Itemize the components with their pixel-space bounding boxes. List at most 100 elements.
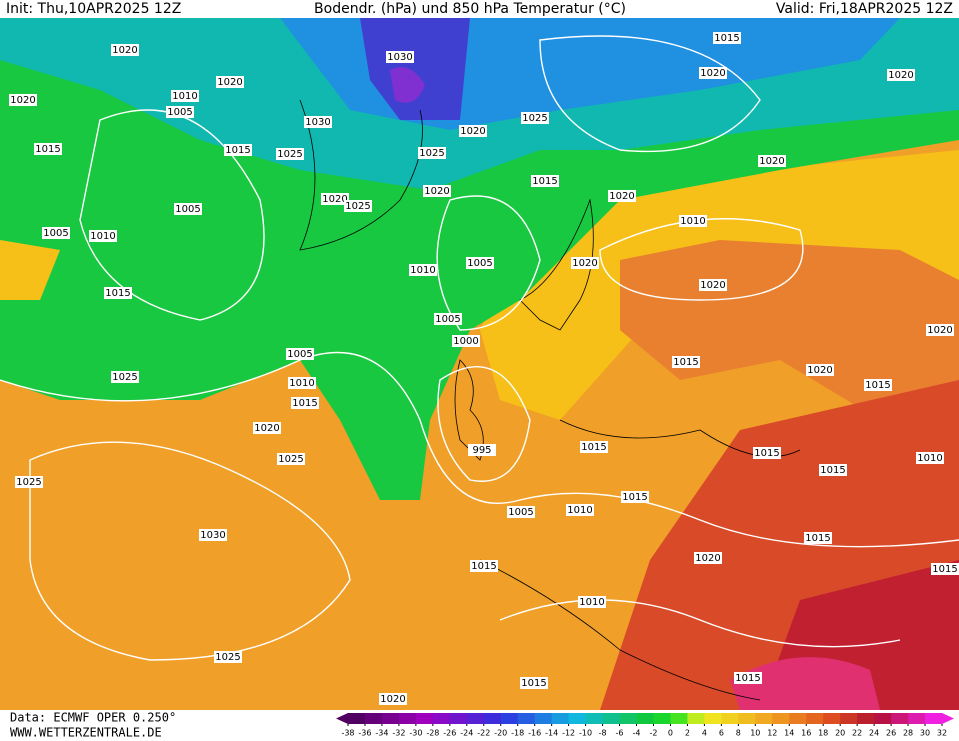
isobar-label-bg	[753, 447, 781, 459]
isobar-label-bg	[89, 230, 117, 242]
isobar-label-bg	[344, 200, 372, 212]
isobar-label-bg	[214, 651, 242, 663]
isobar-label-bg	[276, 148, 304, 160]
isobar-label-bg	[286, 348, 314, 360]
isobar-label-bg	[9, 94, 37, 106]
colorbar-arrow-high	[942, 713, 954, 724]
isobar-label: 1010	[579, 597, 604, 608]
field-magenta	[730, 657, 880, 710]
isobar-label: 1020	[927, 325, 952, 336]
colorbar-tick-label: -22	[477, 729, 490, 738]
colorbar-tick-label: -6	[616, 729, 624, 738]
isobar-label-bg	[571, 257, 599, 269]
isobar-label: 1015	[622, 492, 647, 503]
isobar-label-bg	[468, 444, 496, 456]
isobar-label-bg	[916, 452, 944, 464]
isobar-label-bg	[931, 563, 959, 575]
colorbar-tick-label: 10	[750, 729, 760, 738]
colorbar-segment	[398, 713, 417, 724]
colorbar-segment	[908, 713, 926, 724]
colorbar-segment	[823, 713, 841, 724]
colorbar-segment	[772, 713, 790, 724]
colorbar-tick-label: 14	[784, 729, 794, 738]
isobar-label-bg	[291, 397, 319, 409]
isobar-label-bg	[699, 279, 727, 291]
colorbar-segment	[500, 713, 519, 724]
isobar-label-bg	[379, 693, 407, 705]
data-source: Data: ECMWF OPER 0.250°	[10, 711, 176, 725]
colorbar-tick-label: 24	[869, 729, 879, 738]
isobar-label: 1010	[172, 91, 197, 102]
colorbar-tick-label: -32	[392, 729, 405, 738]
isobar-label: 1010	[289, 378, 314, 389]
colorbar-segment	[415, 713, 434, 724]
isobar-label-bg	[409, 264, 437, 276]
colorbar-segment	[925, 713, 943, 724]
colorbar-tick-label: -26	[443, 729, 456, 738]
isobar-label-bg	[423, 185, 451, 197]
isobar-line	[499, 599, 901, 648]
isobar-label: 1025	[16, 477, 41, 488]
colorbar-segment	[551, 713, 570, 724]
isobar-label-bg	[452, 335, 480, 347]
isobar-label-bg	[42, 227, 70, 239]
isobar-label: 1010	[917, 453, 942, 464]
colorbar-segment	[432, 713, 451, 724]
colorbar-tick-label: 0	[668, 729, 673, 738]
isobar-label: 1020	[700, 280, 725, 291]
colorbar-segment	[348, 713, 366, 724]
isobar-line	[539, 35, 761, 153]
colorbar-tick-label: -28	[426, 729, 439, 738]
isobar-label-bg	[679, 215, 707, 227]
isobar-label: 1015	[471, 561, 496, 572]
colorbar-segment	[636, 713, 654, 724]
isobar-label: 1000	[453, 336, 478, 347]
isobar-label: 1020	[112, 45, 137, 56]
isobar-label: 1005	[175, 204, 200, 215]
isobar-label: 1015	[532, 176, 557, 187]
isobar-label: 1005	[167, 107, 192, 118]
isobar-label-bg	[804, 532, 832, 544]
colorbar-tick-label: 20	[835, 729, 845, 738]
isobar-label: 1005	[508, 507, 533, 518]
isobar-label: 1025	[112, 372, 137, 383]
isobar-label-bg	[521, 112, 549, 124]
colorbar-segment	[891, 713, 909, 724]
isobar-label-bg	[520, 677, 548, 689]
colorbar-arrow-low	[336, 713, 348, 724]
valid-time: Valid: Fri,18APR2025 12Z	[776, 1, 953, 17]
colorbar-segment	[364, 713, 383, 724]
isobar-label: 1015	[714, 33, 739, 44]
isobar-line	[79, 109, 265, 321]
isobar-label-bg	[819, 464, 847, 476]
isobar-label: 1020	[460, 126, 485, 137]
isobar-label-bg	[15, 476, 43, 488]
colorbar-tick-label: -30	[409, 729, 422, 738]
isobar-label-bg	[216, 76, 244, 88]
colorbar-segment	[483, 713, 502, 724]
isobar-label-bg	[459, 125, 487, 137]
isobar-label-bg	[578, 596, 606, 608]
colorbar-segment	[840, 713, 858, 724]
colorbar-segment	[806, 713, 824, 724]
isobar-label: 1020	[254, 423, 279, 434]
colorbar-segment	[857, 713, 875, 724]
colorbar: -38 -36 -34 -32 -30 -28 -26 -24 -22 -20 -18 -16 -14-…	[336, 713, 954, 738]
isobar-label-bg	[111, 44, 139, 56]
isobar-label: 1005	[43, 228, 68, 239]
isobar-label: 1025	[522, 113, 547, 124]
colorbar-tick-label: -12	[562, 729, 575, 738]
colorbar-tick-label: 28	[903, 729, 913, 738]
isobar-label-bg	[608, 190, 636, 202]
colorbar-segment	[653, 713, 671, 724]
colorbar-segment	[619, 713, 638, 724]
colorbar-segment	[704, 713, 722, 724]
colorbar-tick-label: -8	[599, 729, 607, 738]
isobar-label: 1025	[419, 148, 444, 159]
colorbar-tick-label: -14	[545, 729, 558, 738]
colorbar-segment	[517, 713, 536, 724]
isobar-label: 1015	[581, 442, 606, 453]
colorbar-tick-label: 2	[685, 729, 690, 738]
isobar-label: 1020	[217, 77, 242, 88]
isobar-label-bg	[224, 144, 252, 156]
